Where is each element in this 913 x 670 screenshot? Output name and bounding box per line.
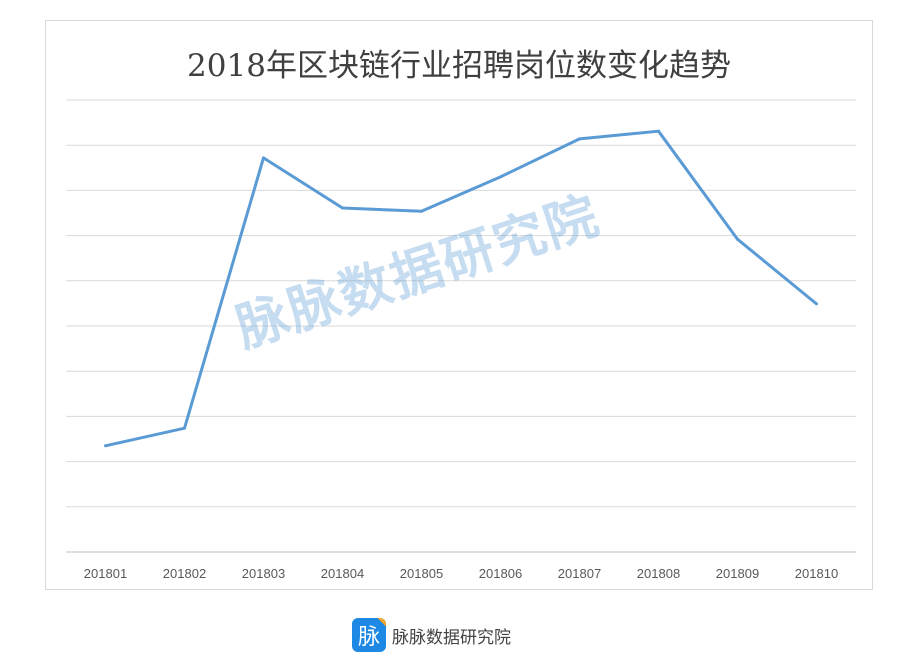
data-point (736, 237, 739, 241)
series-line (105, 129, 818, 448)
x-tick-label: 201807 (558, 566, 601, 581)
data-point (578, 137, 581, 141)
data-point (183, 426, 186, 430)
x-tick-label: 201810 (795, 566, 838, 581)
data-point (657, 129, 660, 133)
x-tick-label: 201805 (400, 566, 443, 581)
x-tick-label: 201808 (637, 566, 680, 581)
x-tick-label: 201806 (479, 566, 522, 581)
chart-title: 2018年区块链行业招聘岗位数变化趋势 (187, 48, 731, 84)
data-point (104, 444, 107, 448)
data-point (262, 156, 265, 160)
x-tick-label: 201801 (84, 566, 127, 581)
brand-logo: 脉 (352, 618, 386, 652)
data-point (420, 209, 423, 213)
x-tick-label: 201802 (163, 566, 206, 581)
footer-text: 脉脉数据研究院 (392, 627, 511, 648)
data-point (499, 175, 502, 179)
footer: 脉 脉脉数据研究院 (352, 618, 511, 652)
chart-frame (45, 20, 873, 590)
data-point (341, 206, 344, 210)
x-tick-label: 201804 (321, 566, 364, 581)
data-point (815, 302, 818, 306)
x-tick-label: 201803 (242, 566, 285, 581)
x-tick-label: 201809 (716, 566, 759, 581)
